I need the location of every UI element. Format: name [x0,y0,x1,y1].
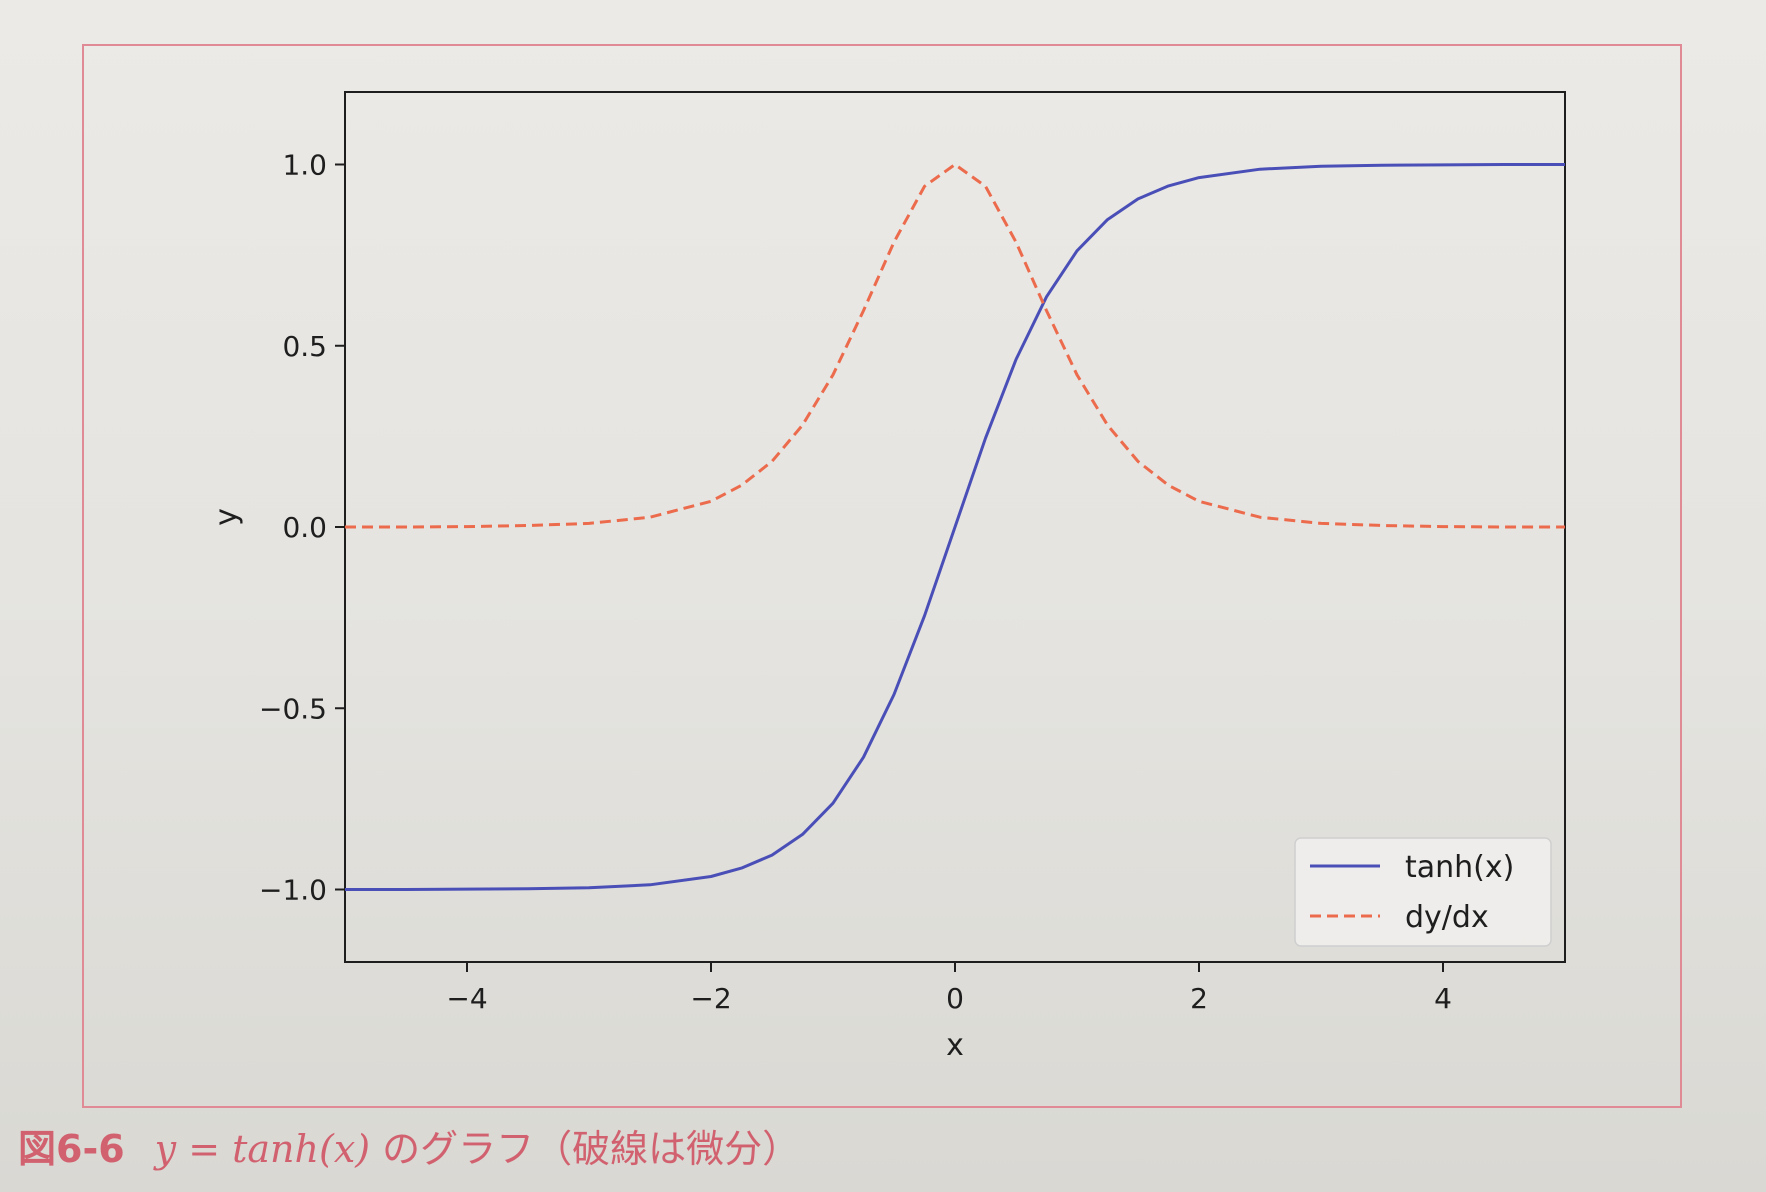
y-axis-label: y [209,508,244,526]
x-tick-label: −2 [690,982,731,1015]
y-ticks: −1.0 −0.5 0.0 0.5 1.0 [259,149,345,907]
x-ticks: −4 −2 0 2 4 [446,962,1452,1015]
x-tick-label: 0 [946,982,964,1015]
x-tick-label: −4 [446,982,487,1015]
y-tick-label: 0.5 [282,330,327,363]
figure-number: 図6-6 [18,1127,125,1171]
x-tick-label: 2 [1190,982,1208,1015]
series-layer [345,163,1565,891]
figure-frame [82,44,1682,1108]
y-tick-label: −0.5 [259,692,327,725]
y-tick-label: 1.0 [282,149,327,182]
series-line-tanh [345,163,1565,891]
y-tick-label: 0.0 [282,511,327,544]
figure-caption: 図6-6 y = tanh(x) のグラフ（破線は微分） [18,1118,800,1173]
x-tick-label: 4 [1434,982,1452,1015]
legend: tanh(x) dy/dx [1294,837,1552,947]
legend-label-tanh: tanh(x) [1405,850,1514,885]
x-axis-label: x [946,1028,964,1063]
y-tick-label: −1.0 [259,874,327,907]
legend-label-derivative: dy/dx [1405,900,1489,935]
series-line-derivative [345,163,1565,529]
caption-formula: y = tanh(x) [154,1127,371,1171]
caption-text: のグラフ（破線は微分） [382,1127,801,1171]
